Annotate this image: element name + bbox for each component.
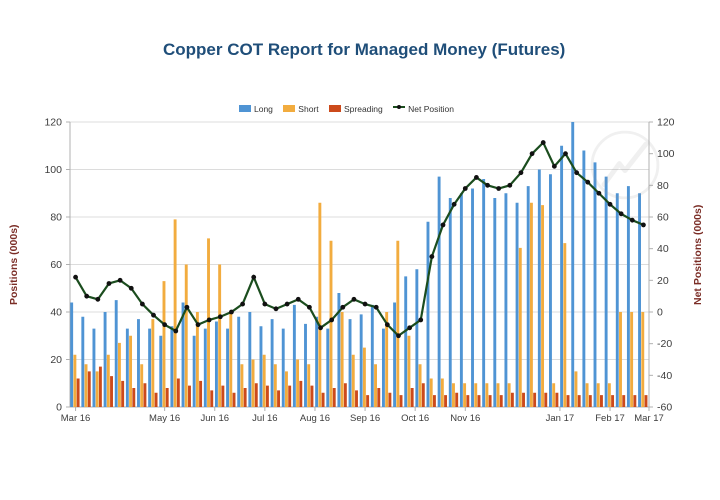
svg-text:Jan 17: Jan 17 — [546, 413, 575, 424]
svg-text:-20: -20 — [657, 338, 672, 350]
svg-text:-40: -40 — [657, 370, 672, 382]
svg-text:Jul 16: Jul 16 — [252, 413, 277, 424]
svg-text:May 16: May 16 — [149, 413, 180, 424]
svg-text:0: 0 — [56, 402, 62, 414]
svg-text:Oct 16: Oct 16 — [401, 413, 429, 424]
svg-text:120: 120 — [657, 117, 675, 129]
svg-text:Nov 16: Nov 16 — [450, 413, 480, 424]
svg-text:80: 80 — [50, 212, 62, 224]
svg-text:40: 40 — [50, 307, 62, 319]
svg-text:Aug 16: Aug 16 — [300, 413, 330, 424]
svg-text:20: 20 — [50, 354, 62, 366]
svg-text:Mar 17: Mar 17 — [634, 413, 664, 424]
svg-text:Jun 16: Jun 16 — [200, 413, 229, 424]
svg-text:40: 40 — [657, 243, 669, 255]
svg-text:-60: -60 — [657, 402, 672, 414]
svg-text:120: 120 — [44, 117, 62, 129]
svg-text:Mar 16: Mar 16 — [61, 413, 91, 424]
svg-text:60: 60 — [50, 259, 62, 271]
svg-text:60: 60 — [657, 212, 669, 224]
svg-text:0: 0 — [657, 307, 663, 319]
svg-text:100: 100 — [44, 164, 62, 176]
svg-text:Feb 17: Feb 17 — [595, 413, 625, 424]
svg-text:20: 20 — [657, 275, 669, 287]
svg-text:Sep 16: Sep 16 — [350, 413, 380, 424]
